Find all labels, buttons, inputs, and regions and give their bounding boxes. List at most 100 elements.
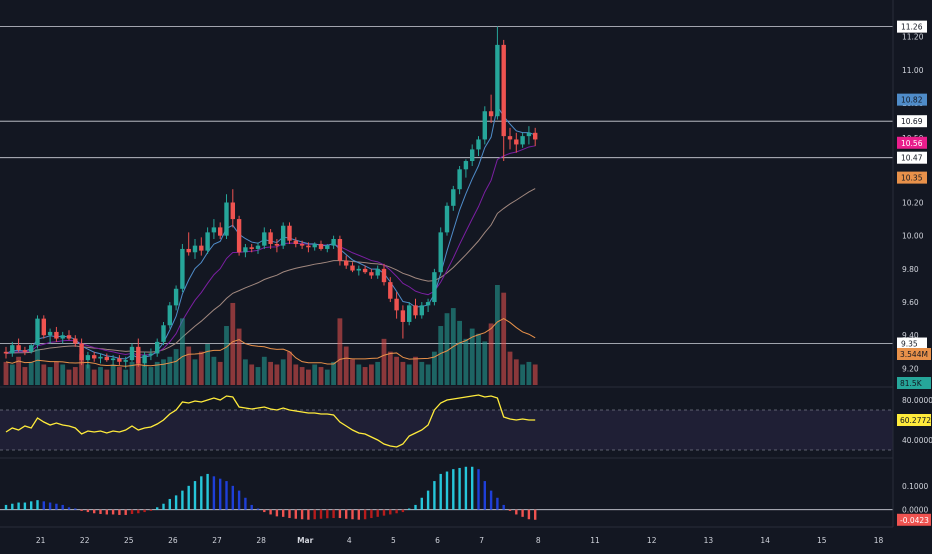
volume-bar xyxy=(28,361,34,385)
candle-body xyxy=(54,331,59,339)
x-tick-label: 18 xyxy=(874,536,884,545)
candle-body xyxy=(457,169,462,190)
volume-bar xyxy=(419,361,425,385)
candle-body xyxy=(306,245,311,248)
volume-bar xyxy=(350,359,355,385)
price-badge xyxy=(897,93,927,106)
macd-bar xyxy=(370,509,373,519)
macd-bar xyxy=(345,509,348,519)
x-tick-label: 14 xyxy=(760,536,770,545)
candle-body xyxy=(388,282,393,299)
macd-bar xyxy=(263,509,266,513)
price-pane[interactable] xyxy=(0,26,893,369)
volume-bar xyxy=(72,367,78,385)
candle-body xyxy=(230,202,235,220)
volume-bar xyxy=(432,351,437,385)
price-badge-label: 9.35 xyxy=(901,340,918,349)
macd-bar xyxy=(4,504,8,510)
macd-bar xyxy=(363,509,367,520)
volume-bar xyxy=(425,364,431,385)
volume-bar xyxy=(306,369,311,385)
candle-body xyxy=(123,360,128,362)
volume-bar xyxy=(476,333,481,385)
price-tick-label: 10.00 xyxy=(902,232,924,241)
volume-bar xyxy=(369,364,374,385)
candle-body xyxy=(287,225,292,241)
candle-body xyxy=(413,305,418,316)
volume-bar xyxy=(312,364,318,385)
candle-body xyxy=(533,132,538,140)
rsi-badge xyxy=(897,414,931,426)
macd-bar xyxy=(489,490,493,510)
volume-bar xyxy=(488,323,494,385)
candle-body xyxy=(167,305,172,326)
x-tick-label: 6 xyxy=(435,536,440,545)
volume-bar xyxy=(532,364,538,385)
macd-pane[interactable] xyxy=(0,466,893,520)
volume-bar xyxy=(387,351,393,385)
x-tick-label: Mar xyxy=(297,536,314,545)
candle-body xyxy=(199,245,204,251)
macd-bar xyxy=(23,502,27,510)
candle-body xyxy=(463,161,469,170)
candle-body xyxy=(41,318,46,336)
macd-bar xyxy=(162,503,165,510)
volume-bar xyxy=(331,361,336,385)
volume-bar xyxy=(249,364,255,385)
candle-body xyxy=(407,305,412,322)
volume-bar xyxy=(457,320,462,385)
candle-body xyxy=(211,227,217,233)
volume-bar xyxy=(135,356,141,385)
candle-body xyxy=(400,310,406,322)
macd-bar xyxy=(300,509,304,520)
macd-bar xyxy=(244,497,247,510)
candle-body xyxy=(243,247,248,253)
macd-bar xyxy=(17,502,20,510)
candle-body xyxy=(514,139,519,145)
macd-bar xyxy=(275,509,279,517)
macd-bar xyxy=(250,504,253,510)
macd-bar xyxy=(351,509,354,520)
x-tick-label: 5 xyxy=(391,536,396,545)
macd-bar xyxy=(483,481,486,510)
rsi-pane[interactable] xyxy=(0,394,893,451)
volume-bar xyxy=(79,354,84,385)
volume-bar xyxy=(356,364,362,385)
macd-bar xyxy=(55,503,58,510)
x-tick-label: 22 xyxy=(80,536,90,545)
macd-bar xyxy=(307,509,310,520)
price-badge-label: 10.35 xyxy=(901,174,923,183)
volume-badge xyxy=(897,377,931,389)
macd-bar xyxy=(225,481,228,510)
volume-bar xyxy=(444,313,450,385)
candle-body xyxy=(98,356,103,359)
candle-body xyxy=(325,245,330,249)
candle-body xyxy=(501,44,506,137)
candle-body xyxy=(117,358,122,362)
candle-body xyxy=(142,355,147,364)
candle-body xyxy=(381,268,387,283)
candle-body xyxy=(136,346,141,364)
volume-bar xyxy=(22,367,28,385)
candle-body xyxy=(186,248,191,253)
candle-body xyxy=(520,136,525,145)
candle-body xyxy=(470,149,475,162)
price-badge xyxy=(897,151,927,164)
volume-badge xyxy=(897,348,931,360)
candle-body xyxy=(356,268,361,271)
x-tick-label: 7 xyxy=(479,536,484,545)
candle-body xyxy=(344,260,349,266)
volume-bar xyxy=(154,361,160,385)
volume-bar xyxy=(217,361,223,385)
volume-bar xyxy=(47,367,53,385)
macd-badge xyxy=(897,513,931,526)
volume-bar xyxy=(224,326,229,385)
volume-badge-label: 3.544M xyxy=(900,350,928,359)
volume-bar xyxy=(161,359,166,385)
volume-bar xyxy=(54,361,59,385)
candle-body xyxy=(35,318,40,346)
volume-bar xyxy=(463,338,469,385)
candle-body xyxy=(129,346,135,361)
